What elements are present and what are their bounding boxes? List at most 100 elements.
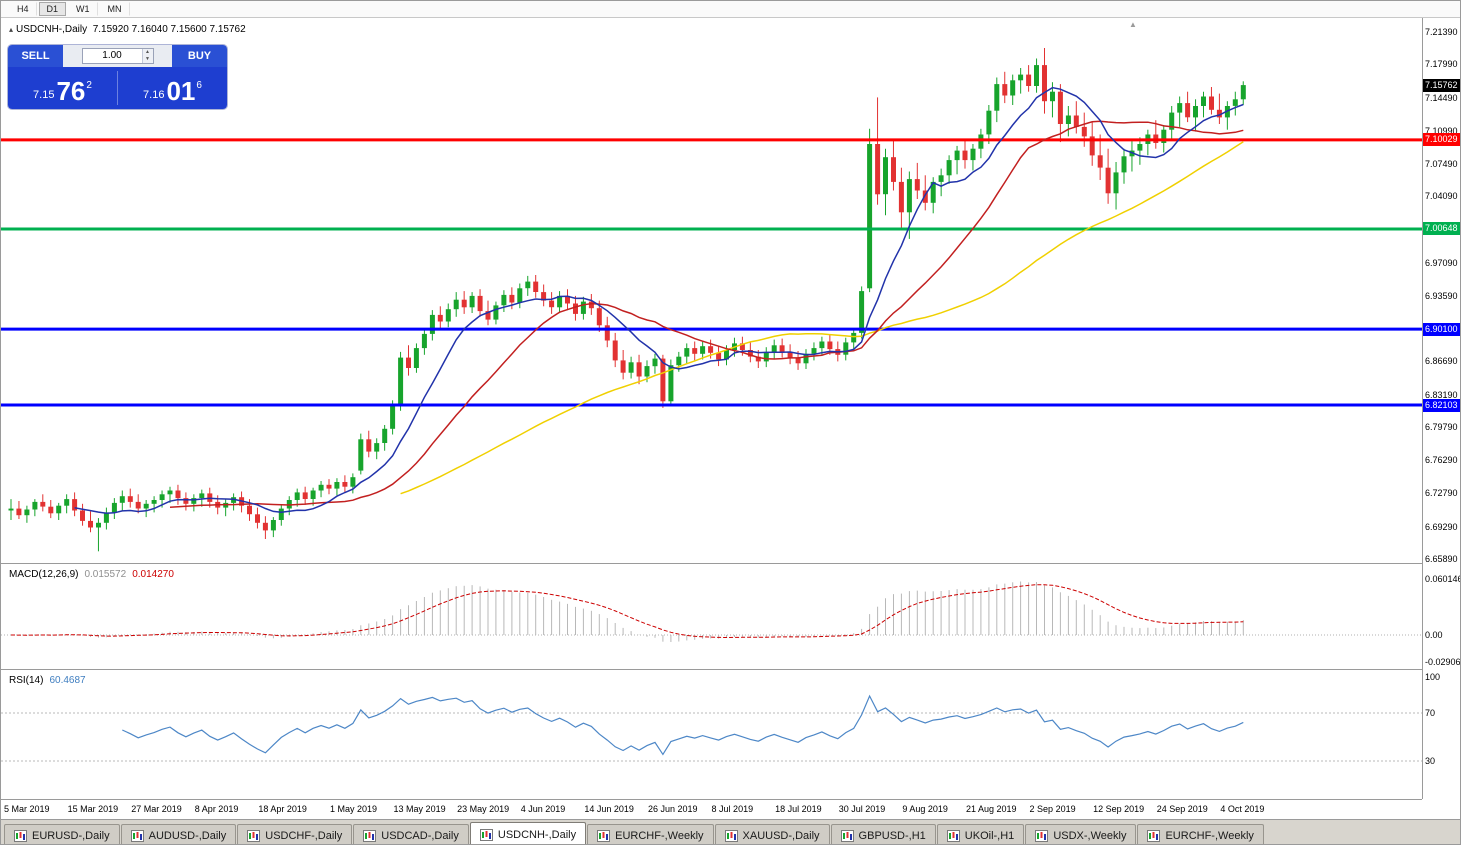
price-tick-label: 6.83190 — [1425, 389, 1458, 400]
date-tick-label: 15 Mar 2019 — [67, 804, 119, 814]
price-tick-label: 7.14490 — [1425, 92, 1458, 103]
chart-tab-label: EURCHF-,Weekly — [615, 829, 704, 842]
period-button-h4[interactable]: H4 — [9, 2, 37, 16]
chart-tab-eurusd-daily[interactable]: EURUSD-,Daily — [4, 824, 120, 844]
chart-tab-gbpusd-h1[interactable]: GBPUSD-,H1 — [830, 824, 936, 844]
price-tick-label: 6.72790 — [1425, 488, 1458, 499]
panel-divider[interactable] — [1, 669, 1422, 670]
price-tick-label: 6.69290 — [1425, 521, 1458, 532]
price-tick-label: 6.65890 — [1425, 554, 1458, 564]
ma-slow-line — [400, 141, 1244, 495]
collapse-icon[interactable]: ▴ — [9, 25, 14, 34]
chart-tab-label: USDX-,Weekly — [1053, 829, 1127, 842]
panel-divider[interactable] — [1, 563, 1422, 564]
price-scale-border — [1422, 18, 1423, 799]
date-tick-label: 14 Jun 2019 — [584, 804, 634, 814]
chart-tab-icon — [946, 829, 960, 842]
chart-tab-xauusd-daily[interactable]: XAUUSD-,Daily — [714, 824, 830, 844]
chart-tab-bar: EURUSD-,Daily AUDUSD-,Daily USDCHF-,Daily U… — [1, 819, 1460, 844]
period-button-d1[interactable]: D1 — [38, 2, 67, 16]
level-price-badge: 6.82103 — [1423, 398, 1460, 412]
date-tick-label: 4 Jun 2019 — [520, 804, 566, 814]
date-axis[interactable]: 5 Mar 2019 15 Mar 2019 27 Mar 2019 8 Apr 20… — [1, 799, 1422, 819]
chart-shift-marker[interactable]: ▲ — [1129, 20, 1137, 29]
level-price-badge: 6.90100 — [1423, 322, 1460, 336]
chart-tab-label: GBPUSD-,H1 — [858, 829, 926, 842]
chart-tab-icon — [479, 828, 493, 841]
sell-price-display[interactable]: 7.15 76 2 — [33, 76, 92, 106]
price-tick-label: 7.21390 — [1425, 27, 1458, 37]
rsi-panel-canvas[interactable] — [1, 672, 1422, 799]
date-tick-label: 12 Sep 2019 — [1093, 804, 1145, 814]
chart-tab-usdcnh-daily[interactable]: USDCNH-,Daily — [469, 822, 587, 844]
price-tick-label: 7.17990 — [1425, 59, 1458, 70]
chart-tab-icon — [1035, 829, 1049, 842]
chart-tab-icon — [724, 829, 738, 842]
chart-tab-usdcad-daily[interactable]: USDCAD-,Daily — [353, 824, 469, 844]
date-tick-label: 26 Jun 2019 — [647, 804, 698, 814]
chart-tab-label: EURCHF-,Weekly — [1165, 829, 1254, 842]
period-toolbar: H4 D1 W1 MN — [1, 1, 1460, 18]
date-tick-label: 21 Aug 2019 — [965, 804, 1017, 814]
chart-tab-usdx-weekly[interactable]: USDX-,Weekly — [1025, 824, 1137, 844]
macd-panel-canvas[interactable] — [1, 566, 1422, 669]
chart-ohlc-header: ▴ USDCNH-,Daily 7.15920 7.16040 7.15600 7… — [9, 24, 246, 35]
price-tick-label: 6.76290 — [1425, 455, 1458, 466]
level-price-badge: 7.10029 — [1423, 133, 1460, 147]
price-scale[interactable]: 7.21390 7.17990 7.14490 7.10990 7.07490 7.040… — [1423, 1, 1461, 819]
price-tick-label: 6.97090 — [1425, 257, 1458, 268]
rsi-label: RSI(14) 60.4687 — [9, 675, 86, 686]
last-price-badge: 7.15762 — [1423, 78, 1460, 92]
macd-histogram — [18, 581, 1244, 642]
volume-control: 1.00 ▲ ▼ — [63, 45, 172, 67]
sell-button[interactable]: SELL — [8, 45, 63, 67]
price-divider — [117, 71, 118, 105]
chart-tab-icon — [14, 829, 27, 842]
volume-decrease-icon[interactable]: ▼ — [142, 56, 153, 63]
chart-tab-icon — [130, 829, 144, 842]
chart-tab-icon — [597, 829, 611, 842]
chart-tab-eurchf-weekly[interactable]: EURCHF-,Weekly — [587, 824, 714, 844]
one-click-trading-panel: SELL 1.00 ▲ ▼ BUY 7.15 76 2 7.16 — [8, 45, 227, 109]
macd-signal-line — [10, 584, 1244, 639]
date-tick-label: 8 Jul 2019 — [711, 804, 754, 814]
buy-button[interactable]: BUY — [172, 45, 227, 67]
rsi-scale-label: 30 — [1425, 756, 1436, 766]
price-tick-label: 7.07490 — [1425, 158, 1458, 169]
macd-label: MACD(12,26,9) 0.015572 0.014270 — [9, 569, 174, 580]
date-tick-label: 13 May 2019 — [393, 804, 446, 814]
chart-tab-ukoil-h1[interactable]: UKOil-,H1 — [936, 824, 1025, 844]
date-tick-label: 5 Mar 2019 — [4, 804, 50, 814]
chart-tab-label: USDCNH-,Daily — [497, 828, 577, 841]
price-tick-label: 7.04090 — [1425, 191, 1458, 202]
rsi-scale-label: 70 — [1425, 708, 1436, 718]
candlestick-series — [8, 48, 1246, 552]
date-tick-label: 27 Mar 2019 — [131, 804, 182, 814]
chart-tab-icon — [1147, 829, 1161, 842]
date-tick-label: 18 Apr 2019 — [258, 804, 307, 814]
date-tick-label: 30 Jul 2019 — [838, 804, 886, 814]
price-tick-label: 7.10990 — [1425, 125, 1458, 136]
chart-tab-icon — [247, 829, 261, 842]
date-tick-label: 2 Sep 2019 — [1029, 804, 1076, 814]
chart-tab-usdchf-daily[interactable]: USDCHF-,Daily — [237, 824, 353, 844]
price-tick-label: 6.79790 — [1425, 422, 1458, 432]
chart-tab-icon — [840, 829, 854, 842]
price-tick-label: 6.93590 — [1425, 290, 1458, 301]
volume-input[interactable]: 1.00 — [102, 50, 122, 61]
date-tick-label: 1 May 2019 — [329, 804, 377, 814]
period-button-mn[interactable]: MN — [100, 2, 130, 16]
chart-tab-label: UKOil-,H1 — [964, 829, 1015, 842]
volume-increase-icon[interactable]: ▲ — [142, 49, 153, 56]
date-tick-label: 4 Oct 2019 — [1220, 804, 1265, 814]
macd-scale-label: -0.029064 — [1425, 657, 1461, 668]
buy-price-display[interactable]: 7.16 01 6 — [143, 76, 202, 106]
date-tick-label: 9 Aug 2019 — [902, 804, 948, 814]
date-tick-label: 8 Apr 2019 — [194, 804, 239, 814]
chart-tab-icon — [363, 829, 377, 842]
period-button-w1[interactable]: W1 — [68, 2, 98, 16]
chart-tab-label: XAUUSD-,Daily — [742, 829, 820, 842]
main-chart-canvas[interactable] — [1, 18, 1422, 563]
chart-tab-audusd-daily[interactable]: AUDUSD-,Daily — [120, 824, 237, 844]
chart-tab-eurchf-weekly[interactable]: EURCHF-,Weekly — [1137, 824, 1264, 844]
